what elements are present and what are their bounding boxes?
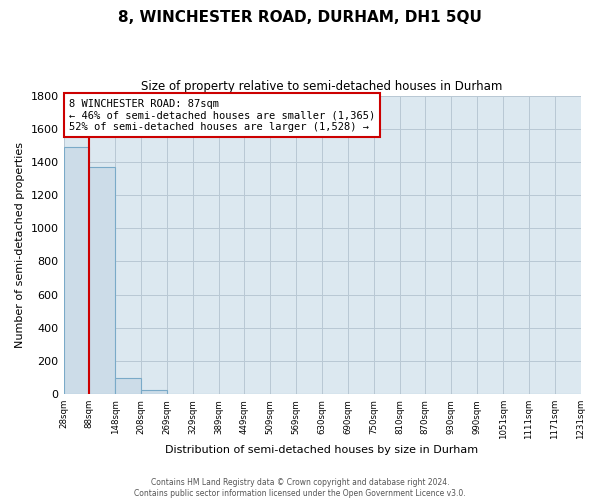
Bar bbox=[141, 390, 167, 394]
Y-axis label: Number of semi-detached properties: Number of semi-detached properties bbox=[15, 142, 25, 348]
Bar bbox=[89, 167, 115, 394]
Bar bbox=[115, 378, 141, 394]
Text: Contains HM Land Registry data © Crown copyright and database right 2024.
Contai: Contains HM Land Registry data © Crown c… bbox=[134, 478, 466, 498]
Title: Size of property relative to semi-detached houses in Durham: Size of property relative to semi-detach… bbox=[142, 80, 503, 93]
Text: 8, WINCHESTER ROAD, DURHAM, DH1 5QU: 8, WINCHESTER ROAD, DURHAM, DH1 5QU bbox=[118, 10, 482, 25]
Text: 8 WINCHESTER ROAD: 87sqm
← 46% of semi-detached houses are smaller (1,365)
52% o: 8 WINCHESTER ROAD: 87sqm ← 46% of semi-d… bbox=[69, 98, 375, 132]
X-axis label: Distribution of semi-detached houses by size in Durham: Distribution of semi-detached houses by … bbox=[166, 445, 479, 455]
Bar bbox=[64, 147, 89, 394]
